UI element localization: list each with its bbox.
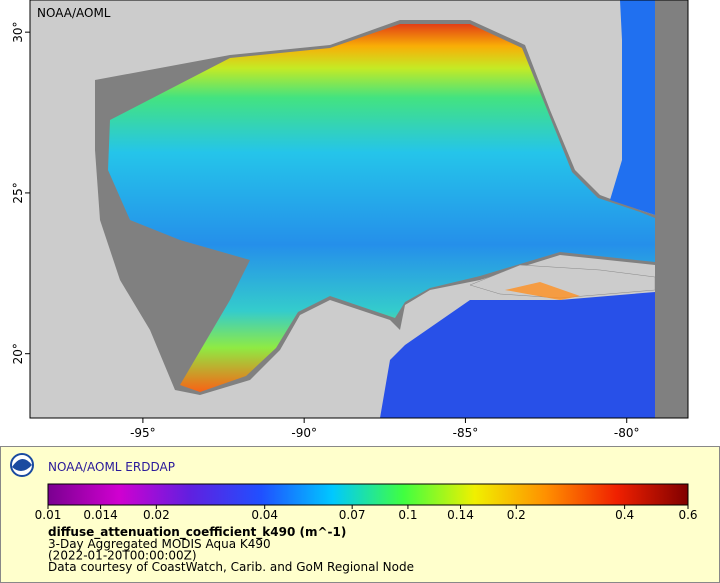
colorbar-tick-label: 0.014 [83, 508, 117, 522]
legend-panel [0, 446, 720, 583]
colorbar-tick-label: 0.6 [678, 508, 697, 522]
x-tick-label: -90° [291, 426, 317, 440]
caribbean-k490 [380, 292, 655, 418]
colorbar-tick-label: 0.01 [35, 508, 62, 522]
variable-name: diffuse_attenuation_coefficient_k490 (m^… [48, 525, 346, 540]
map-frame [29, 0, 689, 419]
legend-line: (2022-01-20T00:00:00Z) [48, 549, 197, 563]
y-tick-label: 30° [11, 22, 25, 43]
y-tick-label: 25° [11, 182, 25, 203]
colorbar-tick-label: 0.04 [251, 508, 278, 522]
colorbar-tick-label: 0.1 [398, 508, 417, 522]
x-tick-label: -95° [130, 426, 156, 440]
map: NOAA/AOML [29, 0, 689, 419]
noaa-logo [10, 453, 34, 477]
colorbar-tick-label: 0.02 [143, 508, 170, 522]
no-data-strip [655, 0, 688, 418]
watermark: NOAA/AOML [37, 6, 111, 20]
gulf-k490 [108, 24, 655, 392]
x-tick-label: -80° [614, 426, 640, 440]
cuba-coast [505, 282, 580, 300]
legend-line: Data courtesy of CoastWatch, Carib. and … [48, 560, 414, 574]
colorbar [47, 483, 689, 506]
colorbar-tick-label: 0.07 [339, 508, 366, 522]
colorbar-tick-label: 0.4 [615, 508, 634, 522]
legend-line: 3-Day Aggregated MODIS Aqua K490 [48, 537, 271, 551]
atlantic-k490 [610, 0, 655, 215]
y-tick-label: 20° [11, 343, 25, 364]
colorbar-tick-label: 0.2 [507, 508, 526, 522]
legend-title: NOAA/AOML ERDDAP [48, 460, 175, 474]
x-tick-label: -85° [453, 426, 479, 440]
colorbar-tick-label: 0.14 [447, 508, 474, 522]
